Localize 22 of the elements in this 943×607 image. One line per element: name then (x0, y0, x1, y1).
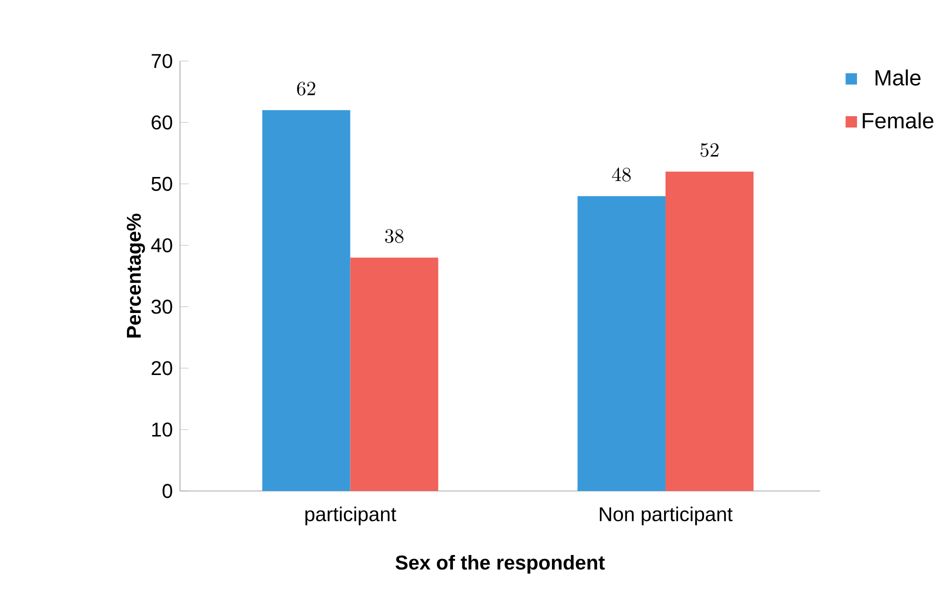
legend-label: Male (876, 69, 921, 86)
y-axis-title: Percentage% (126, 214, 145, 338)
y-tick-label: 0 (162, 484, 172, 498)
y-tick-label: 10 (152, 422, 172, 437)
data-label: 62 (297, 82, 316, 96)
x-tick-label: Non participant (600, 506, 733, 526)
data-label: 52 (700, 143, 718, 157)
data-label: 48 (612, 168, 631, 182)
x-tick-label: participant (305, 506, 396, 526)
data-label: 38 (385, 229, 404, 243)
legend-label: Female (862, 112, 934, 129)
y-tick-label: 70 (152, 54, 172, 68)
bar (262, 110, 350, 491)
y-tick-label: 20 (152, 361, 172, 376)
y-tick-label: 60 (152, 115, 172, 130)
y-tick-label: 30 (151, 300, 172, 314)
y-tick-label: 40 (151, 238, 172, 252)
y-tick-label: 50 (152, 176, 172, 191)
x-axis-title: Sex of the respondent (396, 554, 605, 574)
bar (578, 196, 666, 491)
bar (666, 172, 754, 491)
bar (350, 258, 438, 491)
